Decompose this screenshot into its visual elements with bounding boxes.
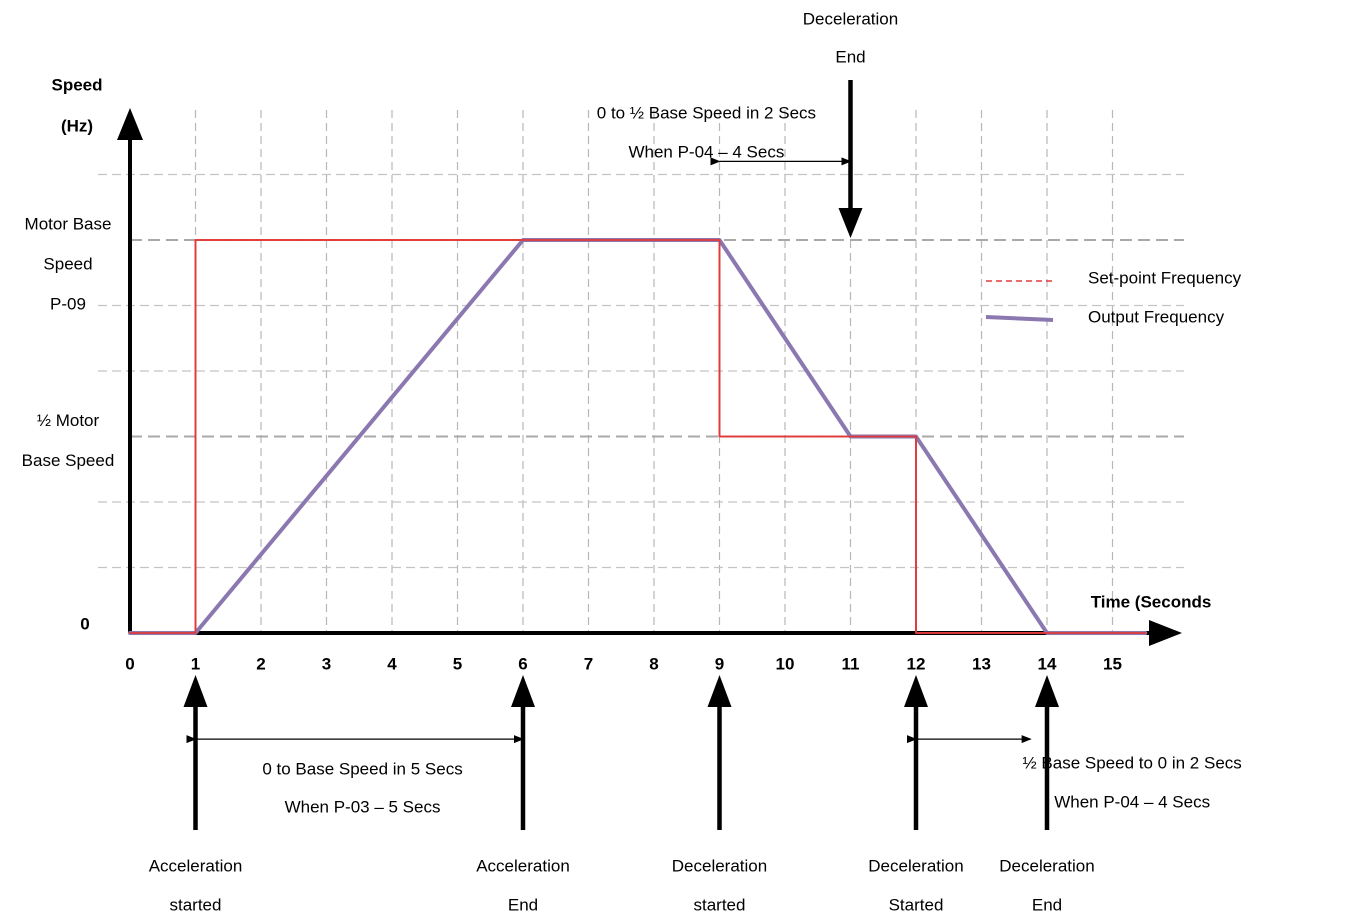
span-label: When P-03 – 5 Secs <box>285 797 441 816</box>
x-tick-label: 5 <box>453 654 462 673</box>
x-tick-label: 2 <box>256 654 265 673</box>
x-axis-arrowhead <box>1149 620 1182 646</box>
x-tick-label: 13 <box>972 654 991 673</box>
x-tick-label: 7 <box>584 654 593 673</box>
y-axis-label: Speed <box>51 75 102 94</box>
x-tick-label: 0 <box>125 654 134 673</box>
y-tick-label: Motor Base <box>25 214 112 233</box>
x-axis-label: Time (Seconds <box>1091 592 1212 611</box>
span-label: When P-04 – 4 Secs <box>1054 792 1210 811</box>
legend-output-label: Output Frequency <box>1088 307 1225 326</box>
output-frequency-line <box>128 238 1148 635</box>
x-tick-label: 11 <box>842 654 860 673</box>
annotation-arrow-head <box>183 675 208 707</box>
legend-output-swatch <box>985 315 1054 322</box>
annotation-arrow-head <box>904 675 928 707</box>
x-tick-label: 12 <box>907 654 926 673</box>
series-layer <box>128 238 1148 635</box>
annotation-label: Started <box>889 895 944 914</box>
axes-layer <box>117 108 1182 646</box>
annotation-label: End <box>508 895 538 914</box>
y-tick-label: Base Speed <box>22 451 115 470</box>
legend-setpoint-label: Set-point Frequency <box>1088 268 1242 287</box>
span-label: ½ Base Speed to 0 in 2 Secs <box>1023 753 1242 772</box>
annotation-label: End <box>835 47 865 66</box>
y-axis-label: (Hz) <box>61 116 93 135</box>
annotation-label: Acceleration <box>149 856 243 875</box>
annotation-arrow-head <box>707 675 732 707</box>
y-tick-label: Speed <box>43 254 92 273</box>
span-label: When P-04 – 4 Secs <box>628 142 784 161</box>
setpoint-frequency-line-top <box>129 239 1147 634</box>
span-label: 0 to Base Speed in 5 Secs <box>262 759 462 778</box>
annotation-label: Acceleration <box>476 856 570 875</box>
x-tick-label: 14 <box>1038 654 1057 673</box>
x-tick-label: 8 <box>649 654 658 673</box>
annotation-label: Deceleration <box>803 9 898 28</box>
annotation-label: Deceleration <box>672 856 767 875</box>
annotation-label: Deceleration <box>868 856 963 875</box>
annotation-arrow-head <box>1035 675 1059 707</box>
legend-layer: Set-point Frequency Output Frequency <box>985 268 1242 326</box>
annotation-label: Deceleration <box>999 856 1094 875</box>
annotation-label: End <box>1032 895 1062 914</box>
x-tick-label: 3 <box>322 654 331 673</box>
x-tick-label: 6 <box>518 654 527 673</box>
x-tick-label: 4 <box>387 654 397 673</box>
x-tick-label: 15 <box>1103 654 1122 673</box>
annotation-layer <box>183 80 1059 830</box>
top-annotation-arrow-head <box>838 208 863 238</box>
annotation-label: started <box>694 895 746 914</box>
span-label: 0 to ½ Base Speed in 2 Secs <box>597 103 816 122</box>
x-tick-label: 1 <box>191 654 200 673</box>
x-tick-label: 9 <box>715 654 724 673</box>
y-tick-label: P-09 <box>50 294 86 313</box>
annotation-label: started <box>170 895 222 914</box>
y-tick-label: ½ Motor <box>37 411 100 430</box>
y-axis-arrowhead <box>117 108 143 140</box>
x-tick-label: 10 <box>776 654 795 673</box>
y-tick-label: 0 <box>80 614 89 633</box>
annotation-arrow-head <box>511 675 535 707</box>
